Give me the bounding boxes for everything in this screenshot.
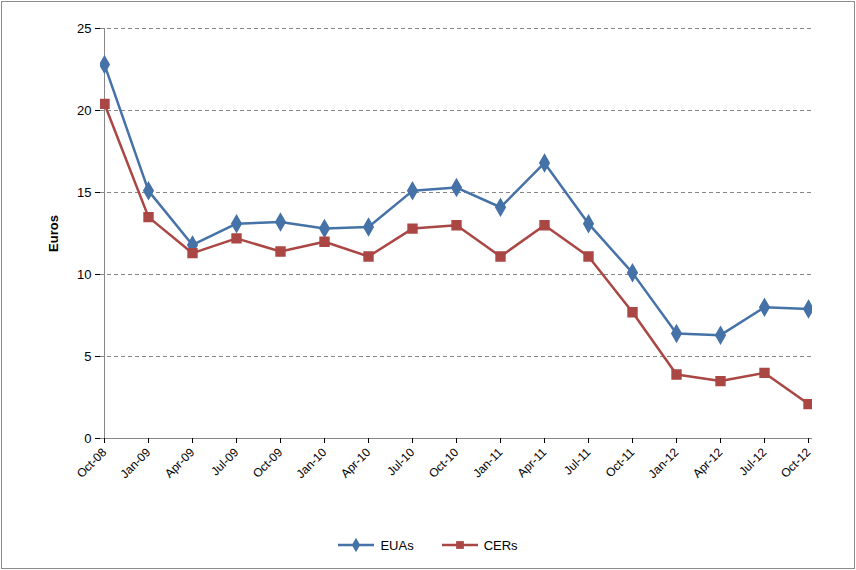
svg-text:Euros: Euros [46,215,61,252]
svg-text:0: 0 [84,431,91,446]
svg-text:Apr-09: Apr-09 [162,445,198,481]
svg-text:Jul-10: Jul-10 [384,445,417,478]
svg-text:20: 20 [77,103,91,118]
svg-text:Jan-12: Jan-12 [645,445,681,481]
svg-text:Apr-10: Apr-10 [338,445,374,481]
svg-text:Oct-12: Oct-12 [778,445,814,481]
svg-text:Apr-12: Apr-12 [690,445,726,481]
svg-text:Jul-11: Jul-11 [561,445,594,478]
html-text:EUAs: EUAs [380,537,414,553]
html-text:CERs: CERs [483,537,518,553]
svg-text:Oct-11: Oct-11 [603,445,638,480]
svg-text:Jul-09: Jul-09 [208,445,241,478]
svg-text:10: 10 [77,267,91,282]
svg-text:Apr-11: Apr-11 [515,445,550,480]
svg-text:Oct-10: Oct-10 [426,445,462,481]
svg-text:5: 5 [84,349,91,364]
svg-text:Oct-09: Oct-09 [250,445,286,481]
svg-text:Jan-09: Jan-09 [117,445,153,481]
svg-text:15: 15 [77,185,91,200]
svg-text:Jul-12: Jul-12 [736,445,769,478]
svg-text:25: 25 [77,21,91,36]
svg-text:Jan-11: Jan-11 [470,445,505,480]
svg-text:Oct-08: Oct-08 [74,445,110,481]
svg-text:Jan-10: Jan-10 [293,445,329,481]
